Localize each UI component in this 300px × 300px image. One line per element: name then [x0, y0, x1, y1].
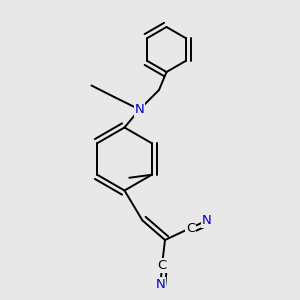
Text: C: C — [158, 259, 166, 272]
Text: C: C — [186, 221, 195, 235]
Text: N: N — [156, 278, 165, 292]
Text: N: N — [202, 214, 212, 227]
Text: N: N — [135, 103, 144, 116]
